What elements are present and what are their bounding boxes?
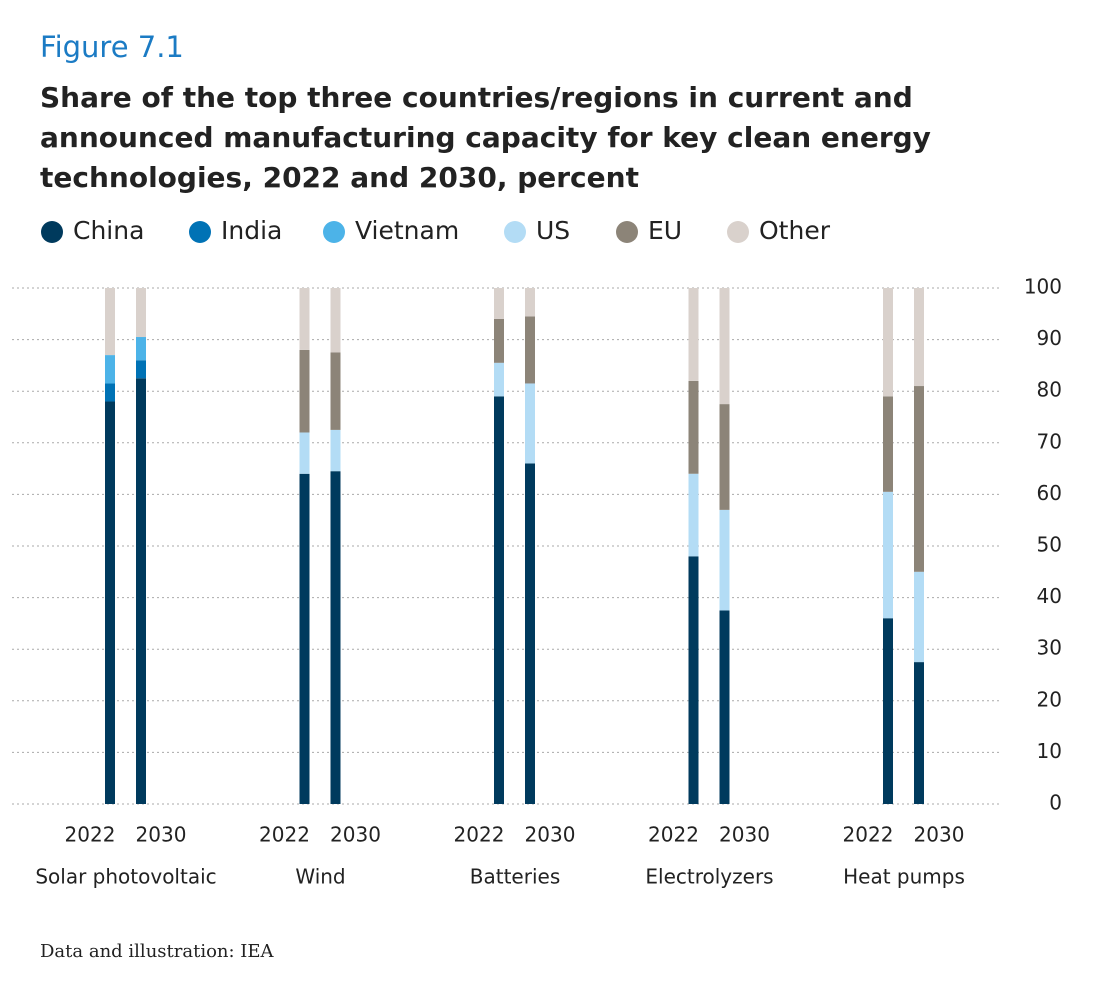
bar-segment — [494, 396, 504, 804]
source-note: Data and illustration: IEA — [40, 941, 275, 962]
x-tick-label: 2022 — [65, 823, 116, 847]
bar-segment — [914, 288, 924, 387]
bar-segment — [525, 288, 535, 317]
bar-segment — [914, 386, 924, 572]
bar-segment — [299, 473, 310, 804]
bar-segment — [525, 463, 535, 804]
bar-segment — [494, 362, 504, 397]
group-label: Solar photovoltaic — [35, 865, 216, 889]
bar-segment — [105, 288, 115, 356]
bar-segment — [719, 610, 730, 804]
bar-segment — [299, 432, 310, 474]
bar-segment — [883, 396, 893, 492]
bar-segment — [494, 288, 504, 319]
legend-label: China — [73, 216, 144, 245]
x-tick-label: 2022 — [648, 823, 699, 847]
legend-label: Other — [759, 216, 831, 245]
bar-segment — [883, 618, 893, 804]
bar-segment — [136, 360, 146, 379]
bar-segment — [719, 288, 730, 405]
bar-segment — [525, 316, 535, 384]
legend-swatch — [727, 221, 749, 243]
bar-segment — [688, 556, 699, 804]
y-tick-label: 10 — [1037, 739, 1062, 763]
bar-segment — [914, 571, 924, 663]
bar-segment — [105, 355, 115, 384]
group-label: Wind — [295, 865, 345, 889]
bar-segment — [105, 383, 115, 402]
legend-swatch — [323, 221, 345, 243]
bar-segment — [719, 404, 730, 510]
y-tick-label: 90 — [1037, 326, 1062, 350]
x-tick-label: 2030 — [525, 823, 576, 847]
legend-swatch — [616, 221, 638, 243]
x-tick-label: 2030 — [719, 823, 770, 847]
bar-segment — [883, 288, 893, 397]
y-tick-label: 60 — [1037, 481, 1062, 505]
x-tick-label: 2022 — [843, 823, 894, 847]
legend-label: India — [221, 216, 282, 245]
bar-segment — [136, 337, 146, 361]
x-tick-label: 2022 — [454, 823, 505, 847]
legend-label: US — [536, 216, 570, 245]
y-tick-label: 100 — [1024, 275, 1062, 299]
legend-swatch — [189, 221, 211, 243]
bar-segment — [883, 491, 893, 619]
bar-segment — [299, 349, 310, 433]
legend-label: Vietnam — [355, 216, 459, 245]
x-tick-label: 2030 — [136, 823, 187, 847]
group-label: Batteries — [470, 865, 560, 889]
group-label: Electrolyzers — [645, 865, 773, 889]
bar-segment — [494, 318, 504, 363]
bar-segment — [914, 662, 924, 804]
y-tick-label: 50 — [1037, 533, 1062, 557]
bar-segment — [105, 401, 115, 804]
bar-segment — [299, 288, 310, 350]
bar-segment — [688, 288, 699, 381]
y-tick-label: 20 — [1037, 687, 1062, 711]
bar-segment — [719, 509, 730, 611]
bar-segment — [330, 352, 341, 430]
y-tick-label: 40 — [1037, 584, 1062, 608]
bar-segment — [688, 380, 699, 474]
legend-swatch — [504, 221, 526, 243]
y-tick-label: 30 — [1037, 636, 1062, 660]
bar-segment — [136, 288, 146, 338]
x-tick-label: 2030 — [330, 823, 381, 847]
bar-segment — [136, 378, 146, 804]
bar-segment — [330, 429, 341, 472]
bar-segment — [688, 473, 699, 557]
y-tick-label: 70 — [1037, 429, 1062, 453]
legend-label: EU — [648, 216, 682, 245]
x-tick-label: 2030 — [914, 823, 965, 847]
group-label: Heat pumps — [843, 865, 965, 889]
y-tick-label: 0 — [1049, 791, 1062, 815]
bar-segment — [525, 383, 535, 464]
bar-segment — [330, 288, 341, 353]
legend-swatch — [41, 221, 63, 243]
y-tick-label: 80 — [1037, 378, 1062, 402]
bar-segment — [330, 471, 341, 804]
chart-title: Share of the top three countries/regions… — [40, 81, 931, 194]
x-tick-label: 2022 — [259, 823, 310, 847]
figure-label: Figure 7.1 — [40, 30, 184, 64]
